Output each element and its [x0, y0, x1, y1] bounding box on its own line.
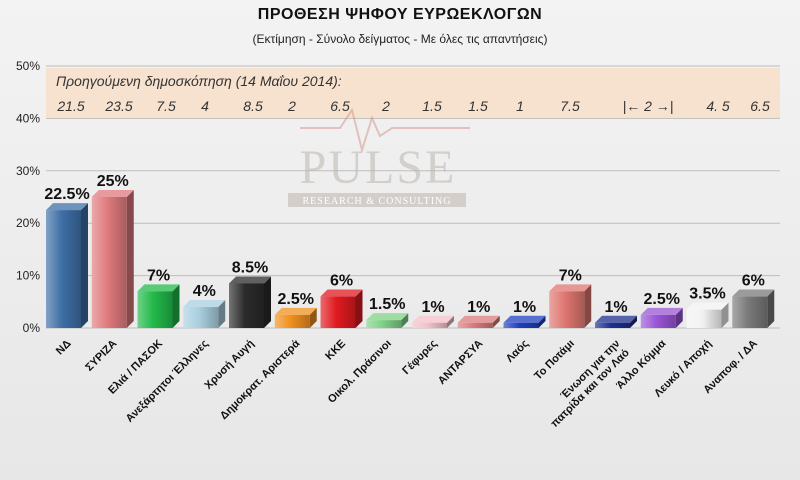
- bar: [457, 315, 500, 328]
- chart-title: ΠΡΟΘΕΣΗ ΨΗΦΟΥ ΕΥΡΩΕΚΛΟΓΩΝ: [257, 6, 543, 23]
- bar-value-label: 1%: [604, 299, 627, 316]
- category-label: ΚΚΕ: [323, 338, 348, 363]
- bar: [549, 284, 592, 328]
- category-label: ΑΝΤΑΡΣΥΑ: [436, 338, 486, 388]
- bar-value-label: 7%: [147, 267, 170, 284]
- chart-subtitle: (Εκτίμηση - Σύνολο δείγματος - Με όλες τ…: [252, 32, 548, 46]
- bar: [137, 284, 180, 328]
- bar: [595, 315, 637, 328]
- bar-value-label: 2.5%: [644, 291, 680, 308]
- bar-value-label: 1%: [421, 299, 444, 316]
- bar-value-label: 4%: [193, 283, 216, 300]
- previous-poll-value: |← 2 →|: [623, 98, 674, 114]
- bar: [640, 307, 683, 328]
- y-tick-label: 0%: [23, 321, 41, 335]
- previous-poll-value: 2: [287, 98, 296, 114]
- previous-poll-value: 1: [516, 98, 524, 114]
- previous-poll-value: 4. 5: [706, 98, 730, 114]
- category-label: Λαός: [504, 337, 531, 364]
- previous-poll-value: 8.5: [243, 98, 263, 114]
- bar-value-label: 1%: [467, 299, 490, 316]
- bar-value-label: 25%: [97, 173, 129, 190]
- category-label: Ανεξάρτητοι Έλληνες: [124, 337, 211, 424]
- bar: [229, 276, 271, 328]
- category-label: Το Ποτάμι: [532, 338, 577, 383]
- bar-value-label: 6%: [742, 273, 765, 290]
- category-label: ΣΥΡΙΖΑ: [83, 338, 119, 374]
- y-tick-label: 40%: [16, 111, 40, 125]
- category-label: ΝΔ: [54, 338, 74, 358]
- bar-value-label: 8.5%: [232, 259, 268, 276]
- bar-value-label: 3.5%: [689, 286, 725, 303]
- previous-poll-value: 1.5: [468, 98, 488, 114]
- bar: [732, 289, 775, 328]
- previous-poll-value: 2: [381, 98, 390, 114]
- bar-value-label: 1%: [513, 299, 536, 316]
- y-tick-label: 30%: [16, 164, 40, 178]
- previous-poll-value: 7.5: [560, 98, 580, 114]
- bar: [183, 300, 226, 328]
- bar-value-label: 7%: [559, 267, 582, 284]
- previous-poll-value: 1.5: [422, 98, 442, 114]
- previous-poll-panel: [46, 68, 780, 118]
- bar-value-label: 6%: [330, 273, 353, 290]
- previous-poll-value: 4: [201, 98, 209, 114]
- bar: [320, 289, 363, 328]
- bar: [503, 315, 546, 328]
- bar-value-label: 22.5%: [44, 186, 89, 203]
- bar: [366, 313, 409, 328]
- bar: [91, 190, 134, 328]
- svg-text:PULSE: PULSE: [300, 141, 457, 194]
- bar: [412, 315, 454, 328]
- pulse-watermark: PULSE RESEARCH & CONSULTING: [288, 107, 470, 207]
- previous-poll-title: Προηγούμενη δημοσκόπηση (14 Μαΐου 2014):: [56, 73, 342, 89]
- y-tick-label: 50%: [16, 59, 40, 73]
- bar: [686, 302, 729, 328]
- bar: [274, 307, 317, 328]
- previous-poll-value: 21.5: [56, 98, 84, 114]
- category-label: Δημοκρατ. Αριστερά: [218, 337, 303, 422]
- previous-poll-value: 6.5: [750, 98, 770, 114]
- bar-value-label: 1.5%: [369, 296, 405, 313]
- bar: [46, 203, 88, 328]
- svg-text:RESEARCH & CONSULTING: RESEARCH & CONSULTING: [303, 196, 452, 207]
- previous-poll-value: 7.5: [156, 98, 176, 114]
- previous-poll-value: 23.5: [104, 98, 132, 114]
- y-tick-label: 20%: [16, 216, 40, 230]
- y-tick-label: 10%: [16, 269, 40, 283]
- bar-value-label: 2.5%: [278, 291, 314, 308]
- category-label: Γέφυρες: [400, 337, 440, 377]
- previous-poll-value: 6.5: [330, 98, 350, 114]
